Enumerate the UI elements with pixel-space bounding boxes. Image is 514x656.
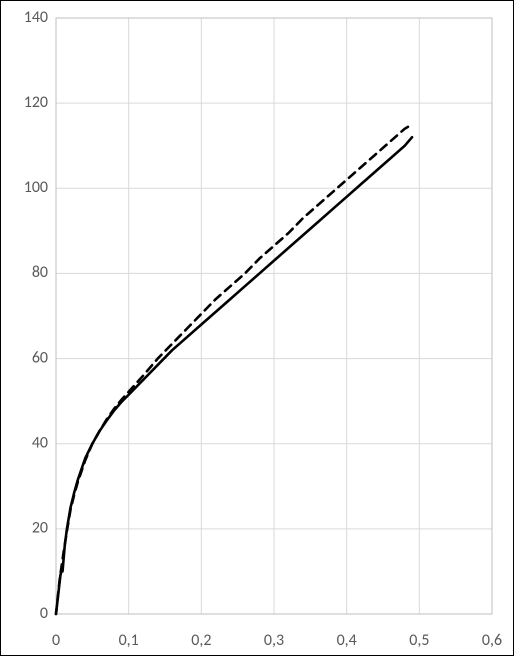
y-tick-label: 20: [32, 519, 48, 538]
x-tick-label: 0,3: [264, 631, 284, 650]
x-tick-label: 0,5: [409, 631, 429, 650]
y-tick-label: 100: [24, 178, 48, 197]
y-tick-label: 140: [24, 8, 48, 27]
x-tick-label: 0,2: [191, 631, 211, 650]
y-tick-label: 40: [32, 434, 48, 453]
y-tick-label: 60: [32, 348, 48, 367]
x-tick-label: 0,6: [482, 631, 502, 650]
chart-container: 0 20 40 60 80 100 120 140 0 0,1 0,2 0,3 0,4 0,5 0,6: [0, 0, 514, 656]
y-tick-label: 120: [24, 93, 48, 112]
x-tick-label: 0,1: [119, 631, 139, 650]
x-tick-label: 0,4: [337, 631, 357, 650]
y-tick-label: 0: [40, 604, 48, 623]
line-chart: 0 20 40 60 80 100 120 140 0 0,1 0,2 0,3 0,4 0,5 0,6: [0, 0, 514, 656]
y-tick-label: 80: [32, 263, 48, 282]
x-tick-label: 0: [52, 631, 60, 650]
